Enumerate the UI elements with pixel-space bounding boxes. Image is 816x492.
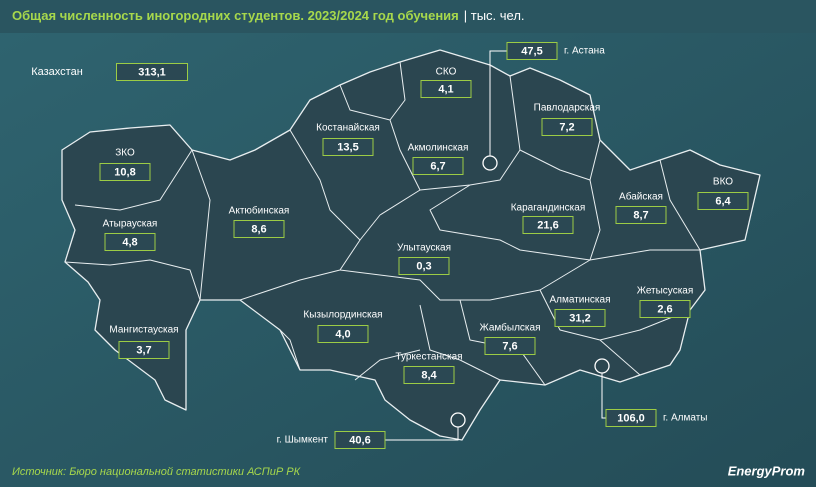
region-name: Павлодарская xyxy=(534,103,601,114)
value-label: 313,1 xyxy=(138,66,166,78)
value-label: 6,7 xyxy=(430,160,445,172)
value-label: 40,6 xyxy=(349,434,370,446)
value-label: 8,4 xyxy=(421,369,437,381)
region-name: ВКО xyxy=(713,177,733,188)
value-label: 31,2 xyxy=(569,312,590,324)
region-name: Туркестанская xyxy=(395,352,462,363)
city-name: г. Астана xyxy=(564,46,605,57)
value-box xyxy=(317,325,369,343)
value-box xyxy=(697,192,749,210)
region-name: Алматинская xyxy=(550,295,611,306)
value-box xyxy=(420,80,472,98)
city-dot xyxy=(594,358,610,374)
unit: | тыс. чел. xyxy=(464,8,525,23)
region-name: Улытауская xyxy=(397,243,451,254)
value-box xyxy=(639,300,691,318)
country-outline xyxy=(61,49,761,441)
value-box xyxy=(615,206,667,224)
value-label: 106,0 xyxy=(617,412,645,424)
value-label: 8,7 xyxy=(633,209,648,221)
region-name: Мангистауская xyxy=(109,325,178,336)
leader-line xyxy=(489,50,507,156)
region-name: СКО xyxy=(436,67,457,78)
region-name: Атырауская xyxy=(103,219,158,230)
value-label: 2,6 xyxy=(657,303,672,315)
region-name: Костанайская xyxy=(316,123,380,134)
total-label: Казахстан xyxy=(31,66,83,78)
value-box xyxy=(322,138,374,156)
value-label: 47,5 xyxy=(521,45,542,57)
value-label: 0,3 xyxy=(416,260,431,272)
value-label: 8,6 xyxy=(251,223,266,235)
value-label: 3,7 xyxy=(136,344,151,356)
leader-line xyxy=(601,373,606,419)
value-label: 4,8 xyxy=(122,236,137,248)
value-label: 4,0 xyxy=(335,328,350,340)
value-box xyxy=(118,341,170,359)
leader-line xyxy=(385,427,459,441)
region-name: Абайская xyxy=(619,191,663,203)
region-name: Кызылординская xyxy=(303,310,382,321)
value-box xyxy=(403,366,455,384)
value-box xyxy=(398,257,450,275)
value-box xyxy=(484,337,536,355)
city-dot xyxy=(482,155,498,171)
value-label: 4,1 xyxy=(438,83,453,95)
region-name: Актюбинская xyxy=(229,205,290,217)
value-box xyxy=(334,431,386,449)
region-name: Жамбылская xyxy=(480,322,541,334)
region-name: Акмолинская xyxy=(408,143,469,154)
value-label: 21,6 xyxy=(537,219,558,231)
region-name: Жетысуская xyxy=(637,286,694,297)
value-box xyxy=(605,409,657,427)
value-box xyxy=(554,309,606,327)
region-name: Карагандинская xyxy=(511,203,586,214)
city-name: г. Алматы xyxy=(663,413,707,424)
value-box xyxy=(412,157,464,175)
value-box xyxy=(116,63,188,81)
value-box xyxy=(522,216,574,234)
value-label: 7,2 xyxy=(559,121,574,133)
value-box xyxy=(104,233,156,251)
city-name: г. Шымкент xyxy=(277,435,329,446)
value-label: 13,5 xyxy=(337,141,358,153)
value-label: 7,6 xyxy=(502,340,517,352)
value-label: 6,4 xyxy=(715,195,731,207)
city-dot xyxy=(450,412,466,428)
title-line: Общая численность иногородних студентов.… xyxy=(12,8,525,23)
value-box xyxy=(99,163,151,181)
region-name: ЗКО xyxy=(115,148,135,159)
value-label: 10,8 xyxy=(114,166,135,178)
value-box xyxy=(233,220,285,238)
value-box xyxy=(541,118,593,136)
region-borders xyxy=(64,61,701,386)
source: Источник: Бюро национальной статистики А… xyxy=(12,466,301,478)
title-band xyxy=(0,0,816,33)
title: Общая численность иногородних студентов.… xyxy=(12,8,459,23)
logo: EnergyProm xyxy=(728,463,806,478)
value-box xyxy=(506,42,558,60)
